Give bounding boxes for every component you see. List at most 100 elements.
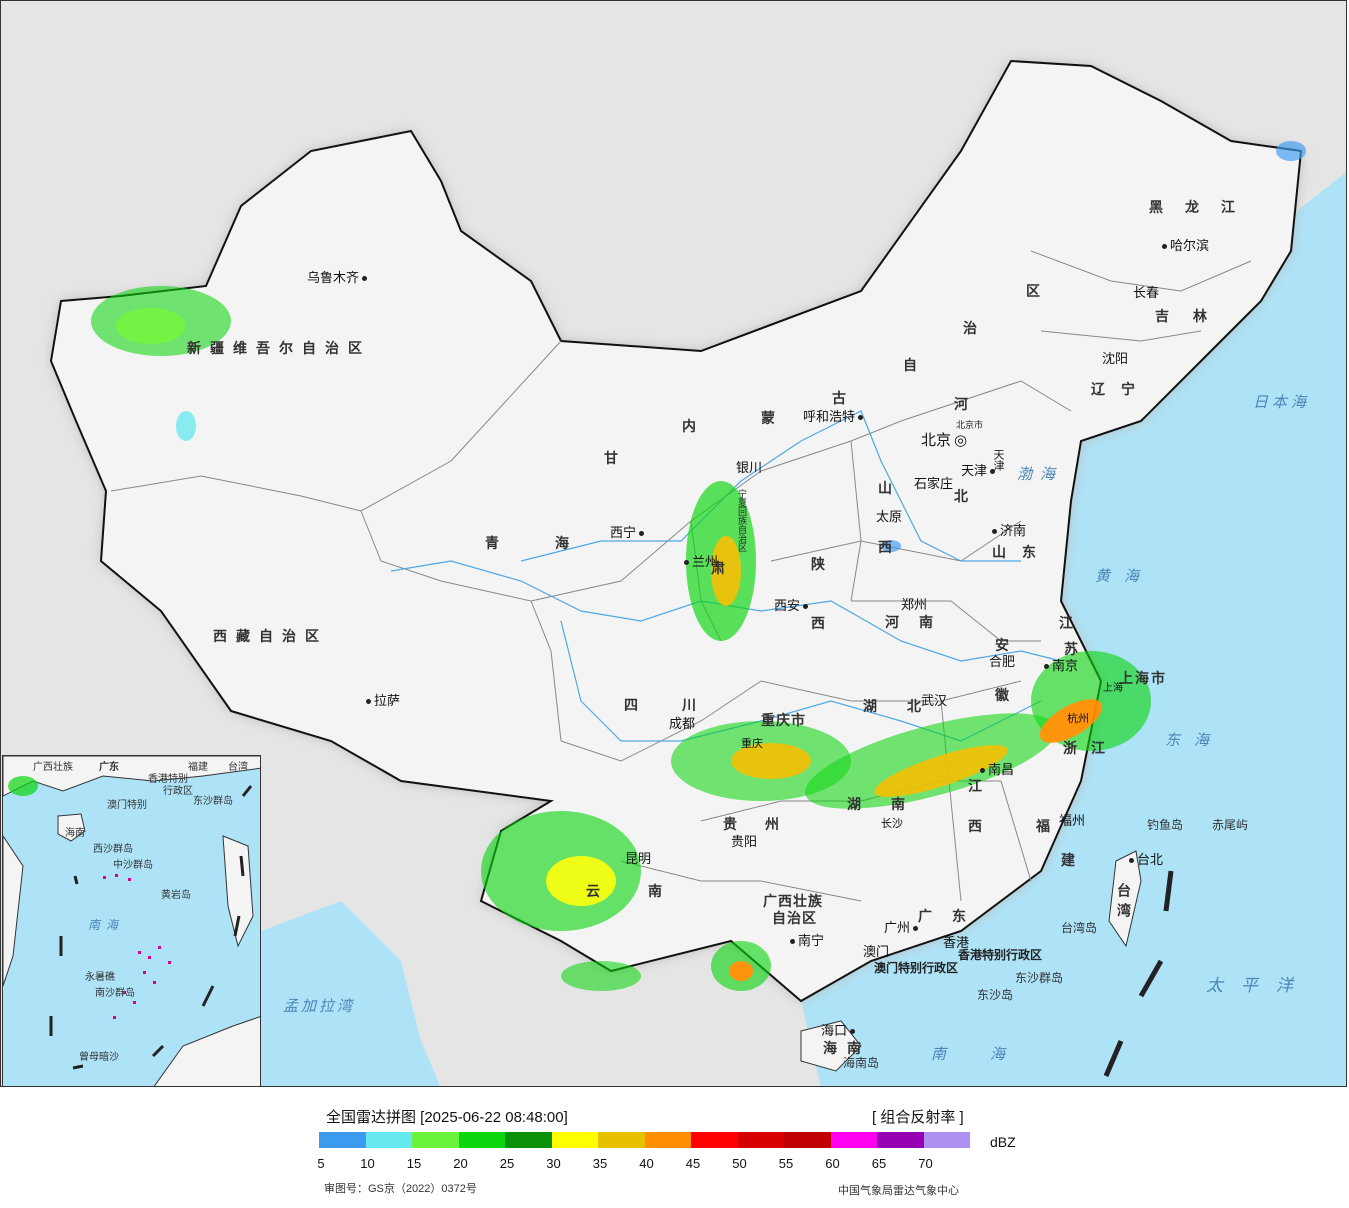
province-label-xinjiang: 新疆维吾尔自治区 [187,340,371,356]
province-label-fujian-1: 福 [1036,818,1059,834]
legend-swatch [923,1132,970,1148]
sea-label-donghai: 东海 [1165,732,1224,749]
city-changsha: 长沙 [881,818,903,830]
province-label-tianjin: 天津 [992,449,1004,471]
inset-label-nansha: 南沙群岛 [95,988,135,999]
city-dot [803,604,809,610]
radar-echoes [91,141,1306,991]
legend-tick-label: 65 [871,1156,887,1171]
inset-label-guangxi: 广西壮族 [33,762,73,773]
province-label-gansu-2: 肃 [711,560,734,576]
province-label-neimenggu-1: 内 [682,418,705,434]
city-nanning: 南宁 [787,934,824,947]
province-label-xizang: 西藏自治区 [213,628,328,644]
city-dot [992,529,997,535]
city-dot [639,531,645,537]
city-chengdu: 成都 [669,716,696,731]
province-label-shanxi-2: 西 [878,539,901,555]
legend-swatch [737,1132,784,1148]
approval-number: 审图号：GS京（2022）0372号 [324,1183,477,1195]
province-label-neimenggu-2: 蒙 [761,410,784,426]
city-fuzhou: 福州 [1059,813,1086,828]
province-label-sichuan: 四川 [624,697,740,713]
legend-swatch [319,1132,366,1148]
legend-panel: 全国雷达拼图 [2025-06-22 08:48:00] [ 组合反射率 ] d… [0,1088,1349,1208]
city-dot [1162,244,1167,250]
legend-tick-label: 30 [546,1156,561,1171]
city-dot [980,768,985,774]
province-label-hebei-1: 河 [954,396,977,412]
region-label-hongkong: 香港特别行政区 [958,948,1043,962]
legend-tick-label: 40 [639,1156,654,1171]
province-label-neimenggu-3: 古 [832,390,855,406]
legend-product: [ 组合反射率 ] [872,1109,964,1126]
city-macau: 澳门 [863,944,890,959]
province-label-liaoning: 辽宁 [1091,381,1151,397]
island-label-dongsha-qundao: 东沙群岛 [1015,971,1064,985]
legend-tick-label: 25 [499,1156,515,1171]
province-label-gansu-1: 甘 [604,450,627,466]
inset-label-xisha: 西沙群岛 [93,844,133,855]
province-borders [110,250,1252,902]
inset-borneo [153,1016,260,1086]
inset-indochina [3,835,24,987]
city-hangzhou: 杭州 [1067,713,1089,725]
legend-tick-label: 60 [825,1156,840,1171]
province-label-shanghai: 上海市 [1119,670,1167,686]
province-label-shanxi-1: 山 [878,480,901,496]
city-yinchuan: 银川 [736,460,763,475]
inset-label-zengmu: 曾母暗沙 [79,1052,119,1063]
sea-label-huanghai: 黄海 [1095,568,1154,585]
city-guangzhou: 广州 [884,921,921,934]
legend-tick-label: 70 [918,1156,933,1171]
legend-swatch [830,1132,877,1148]
city-dot [1129,858,1134,864]
city-guiyang: 贵阳 [731,834,758,849]
city-lhasa: 拉萨 [363,694,400,707]
province-label-heilongjiang: 黑龙江 [1149,199,1257,215]
province-label-neimenggu-6: 区 [1026,283,1049,299]
dash-lines [1103,870,1174,1077]
province-label-hebei-2: 北 [954,488,977,504]
inset-label-hongkong: 香港特别 [148,774,188,785]
inset-label-hainan: 海南 [65,828,85,839]
data-source: 中国气象局雷达气象中心 [838,1185,959,1197]
city-haikou: 海口 [821,1024,858,1037]
province-label-yunnan: 云南 [586,883,710,899]
inset-label-fujian: 福建 [188,762,208,773]
city-changchun: 长春 [1133,285,1160,300]
inset-map-svg [3,756,260,1086]
city-zhengzhou: 郑州 [901,597,928,612]
province-label-hainan: 海南 [823,1040,871,1056]
inset-label-guangdong: 广东 [99,762,119,773]
island-label-diaoyu: 钓鱼岛 [1147,818,1184,832]
legend-unit: dBZ [990,1134,1016,1150]
province-label-neimenggu-5: 治 [963,320,986,336]
inset-radar-echo [8,776,38,796]
city-dot [684,560,689,566]
legend-swatch [644,1132,691,1148]
city-urumqi: 乌鲁木齐 [307,271,370,284]
inset-philippines [222,835,254,948]
legend-title: 全国雷达拼图 [2025-06-22 08:48:00] [326,1109,568,1126]
inset-label-zhongsha: 中沙群岛 [113,860,153,871]
legend-swatch [877,1132,924,1148]
sea-label-nanhai: 南海 [931,1046,1050,1063]
city-wuhan: 武汉 [921,693,948,708]
city-xining: 西宁 [610,526,647,539]
inset-label-admin: 行政区 [163,786,193,797]
city-hongkong: 香港 [943,935,970,950]
province-label-guizhou: 贵州 [723,816,807,832]
city-nanchang: 南昌 [977,763,1014,776]
city-jinan: 济南 [989,524,1026,537]
legend-swatch [691,1132,738,1148]
taiwan-land [1108,850,1142,948]
east-sea [801,251,1346,1086]
legend-tick-label: 5 [317,1156,325,1171]
legend-tick-label: 45 [685,1156,701,1171]
province-label-chongqing: 重庆市 [761,712,806,728]
legend-tick-label: 10 [360,1156,375,1171]
province-label-anhui-2: 徽 [995,687,1018,703]
legend-swatch [784,1132,831,1148]
province-label-henan: 河南 [885,614,953,630]
